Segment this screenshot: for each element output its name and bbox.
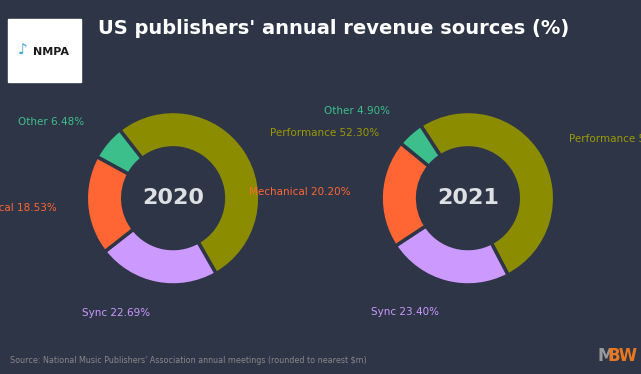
Text: Source: National Music Publishers' Association annual meetings (rounded to neare: Source: National Music Publishers' Assoc… [10,356,367,365]
Wedge shape [395,226,508,285]
Wedge shape [381,143,429,246]
Text: NMPA: NMPA [33,47,69,56]
Wedge shape [120,111,260,273]
Text: Other 4.90%: Other 4.90% [324,106,390,116]
Text: 2020: 2020 [142,188,204,208]
Text: US publishers' annual revenue sources (%): US publishers' annual revenue sources (%… [97,19,569,38]
Wedge shape [97,130,142,174]
Text: Performance 52.30%: Performance 52.30% [271,128,379,138]
Wedge shape [104,229,216,285]
Text: Performance 51.50%: Performance 51.50% [569,134,641,144]
Text: M: M [597,347,614,365]
Text: Other 6.48%: Other 6.48% [18,117,84,128]
Text: ♪: ♪ [18,43,28,58]
Wedge shape [87,157,133,252]
Text: Sync 23.40%: Sync 23.40% [370,307,438,317]
Text: Sync 22.69%: Sync 22.69% [82,308,151,318]
Text: Mechanical 20.20%: Mechanical 20.20% [249,187,351,197]
Text: 2021: 2021 [437,188,499,208]
FancyBboxPatch shape [8,19,81,82]
Text: BW: BW [608,347,638,365]
Wedge shape [420,111,554,275]
Wedge shape [401,125,440,166]
Text: Mechanical 18.53%: Mechanical 18.53% [0,203,56,213]
